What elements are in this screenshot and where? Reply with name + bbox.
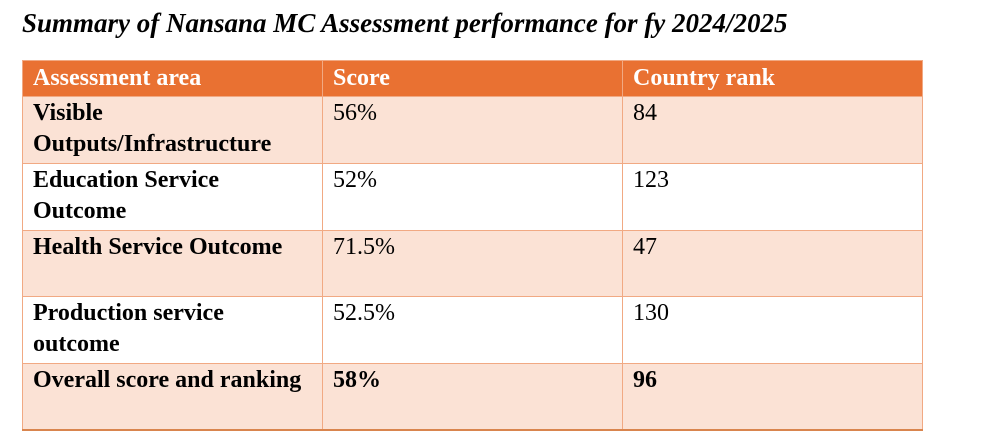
table-row-production-service: Production service outcome 52.5% 130 — [22, 296, 923, 364]
cell-score: 71.5% — [322, 230, 623, 297]
cell-area: Education Service Outcome — [22, 163, 323, 231]
cell-score: 52% — [322, 163, 623, 231]
cell-score: 52.5% — [322, 296, 623, 364]
table-row-overall-score: Overall score and ranking 58% 96 — [22, 363, 923, 431]
cell-rank: 96 — [622, 363, 923, 431]
col-header-assessment-area: Assessment area — [22, 60, 323, 97]
cell-area: Visible Outputs/Infrastructure — [22, 96, 323, 164]
cell-area: Overall score and ranking — [22, 363, 323, 431]
assessment-table: Assessment area Score Country rank Visib… — [22, 60, 923, 431]
cell-area: Production service outcome — [22, 296, 323, 364]
cell-rank: 47 — [622, 230, 923, 297]
cell-rank: 130 — [622, 296, 923, 364]
table-row-education-service: Education Service Outcome 52% 123 — [22, 163, 923, 231]
table-row-visible-outputs: Visible Outputs/Infrastructure 56% 84 — [22, 96, 923, 164]
cell-rank: 84 — [622, 96, 923, 164]
table-row-health-service: Health Service Outcome 71.5% 47 — [22, 230, 923, 297]
page-title: Summary of Nansana MC Assessment perform… — [22, 8, 788, 38]
table-header-row: Assessment area Score Country rank — [22, 60, 923, 97]
cell-rank: 123 — [622, 163, 923, 231]
cell-score: 58% — [322, 363, 623, 431]
col-header-country-rank: Country rank — [622, 60, 923, 97]
col-header-score: Score — [322, 60, 623, 97]
cell-score: 56% — [322, 96, 623, 164]
cell-area: Health Service Outcome — [22, 230, 323, 297]
